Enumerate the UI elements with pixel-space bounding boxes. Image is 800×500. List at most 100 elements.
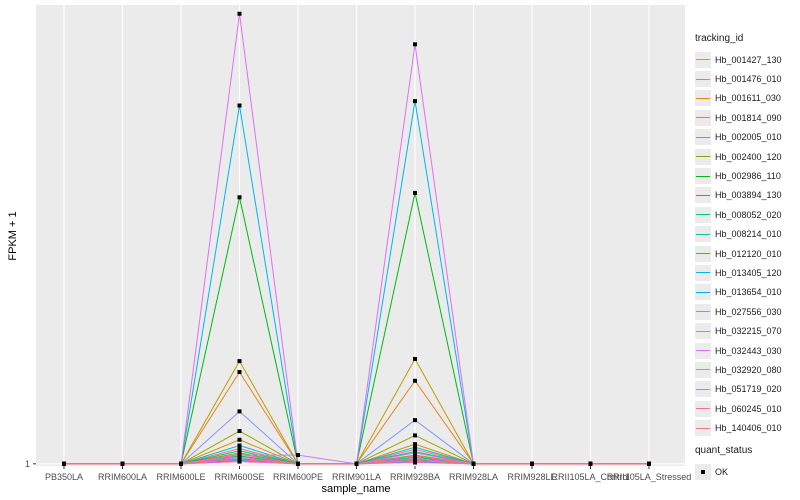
legend-label: Hb_032920_080	[715, 364, 782, 375]
data-point	[296, 453, 300, 458]
data-point	[237, 457, 242, 462]
y-axis-title: FPKM + 1	[7, 211, 19, 260]
legend-key	[695, 71, 711, 88]
legend-key	[695, 168, 711, 185]
data-point	[413, 378, 417, 383]
x-tick-label: RRIM901LA	[332, 472, 381, 482]
data-point	[413, 442, 417, 447]
legend-label: Hb_002400_120	[715, 151, 782, 162]
legend-label: Hb_002986_110	[715, 171, 781, 182]
data-point	[237, 11, 242, 16]
quant-status-legend-item: OK	[695, 462, 795, 481]
x-tick-label: RRII105LA_Control	[551, 472, 629, 482]
legend-title: tracking_id	[695, 33, 744, 44]
x-tick-label: PB350LA	[45, 472, 83, 482]
x-tick-label: RRIM600PE	[273, 472, 323, 482]
data-point	[588, 461, 593, 466]
legend-key	[695, 303, 711, 320]
legend-item: Hb_008052_020	[695, 205, 795, 224]
legend-key	[695, 187, 711, 204]
legend-item: Hb_001427_130	[695, 50, 795, 69]
data-point	[413, 42, 417, 47]
data-point	[471, 461, 476, 466]
data-point	[237, 446, 242, 451]
data-point	[62, 461, 66, 466]
legend-key	[695, 90, 711, 107]
data-point	[179, 461, 183, 466]
legend: tracking_id Hb_001427_130 Hb_001476_010 Hb…	[695, 32, 795, 481]
legend-item: Hb_032920_080	[695, 360, 795, 379]
legend-item: Hb_002986_110	[695, 166, 795, 185]
data-point	[413, 460, 417, 465]
legend-item: Hb_060245_010	[695, 399, 795, 418]
data-point	[237, 452, 242, 457]
data-point	[413, 458, 417, 463]
data-point	[237, 448, 242, 453]
data-point	[413, 99, 417, 104]
legend-label: Hb_001476_010	[715, 74, 782, 85]
data-point	[237, 459, 242, 464]
legend-key	[695, 148, 711, 165]
data-point	[237, 370, 242, 375]
quant-status-label: OK	[715, 466, 729, 477]
legend-label: Hb_013405_120	[715, 267, 782, 278]
data-point	[237, 429, 242, 434]
legend-label: Hb_001427_130	[715, 54, 782, 65]
x-tick-label: RRIM928BA	[390, 472, 440, 482]
legend-key	[695, 342, 711, 359]
legend-label: Hb_001611_030	[715, 93, 781, 104]
data-point	[413, 433, 417, 438]
legend-item: Hb_001476_010	[695, 69, 795, 88]
data-point	[647, 461, 651, 466]
data-point	[237, 443, 242, 448]
legend-label: Hb_032443_030	[715, 345, 782, 356]
legend-key	[695, 226, 711, 243]
legend-item: Hb_027556_030	[695, 302, 795, 321]
legend-key	[695, 129, 711, 146]
legend-item: Hb_008214_010	[695, 225, 795, 244]
quant-status-legend: quant_status OK	[695, 444, 795, 481]
legend-label: Hb_032215_070	[715, 326, 782, 337]
legend-key	[695, 206, 711, 223]
y-axis-ticks: 1	[25, 459, 36, 469]
legend-item: Hb_002400_120	[695, 147, 795, 166]
legend-key	[695, 245, 711, 262]
data-point	[237, 437, 242, 442]
quant-status-legend-title: quant_status	[695, 444, 753, 456]
legend-label: Hb_027556_030	[715, 306, 782, 317]
point-key	[695, 463, 711, 480]
y-tick-label: 1	[25, 459, 30, 469]
legend-key	[695, 420, 711, 437]
data-point	[413, 190, 417, 195]
legend-items: Hb_001427_130 Hb_001476_010 Hb_001611_030 H…	[695, 50, 795, 438]
x-tick-label: RRIM600LA	[98, 472, 147, 482]
legend-label: Hb_001814_090	[715, 112, 782, 123]
legend-item: Hb_001814_090	[695, 108, 795, 127]
legend-item: Hb_032215_070	[695, 321, 795, 340]
legend-key	[695, 109, 711, 126]
legend-label: Hb_140406_010	[715, 423, 782, 434]
legend-key	[695, 264, 711, 281]
legend-item: Hb_013654_010	[695, 283, 795, 302]
legend-label: Hb_013654_010	[715, 287, 782, 298]
legend-item: Hb_032443_030	[695, 341, 795, 360]
legend-key	[695, 381, 711, 398]
legend-key	[695, 323, 711, 340]
data-point	[120, 461, 125, 466]
data-points	[62, 11, 651, 466]
x-tick-label: RRII105LA_Stressed	[607, 472, 692, 482]
x-axis-title: sample_name	[321, 483, 390, 495]
legend-key	[695, 361, 711, 378]
legend-label: Hb_003894_130	[715, 190, 782, 201]
data-point	[413, 450, 417, 455]
data-point	[413, 445, 417, 450]
legend-label: Hb_002005_010	[715, 132, 782, 143]
data-point	[413, 356, 417, 361]
legend-key	[695, 51, 711, 68]
data-point	[530, 461, 534, 466]
data-point	[413, 453, 417, 458]
x-axis-ticks: PB350LA RRIM600LA RRIM600LE RRIM600SE RRIM60…	[45, 466, 691, 482]
legend-key	[695, 400, 711, 417]
legend-label: Hb_008052_020	[715, 209, 782, 220]
